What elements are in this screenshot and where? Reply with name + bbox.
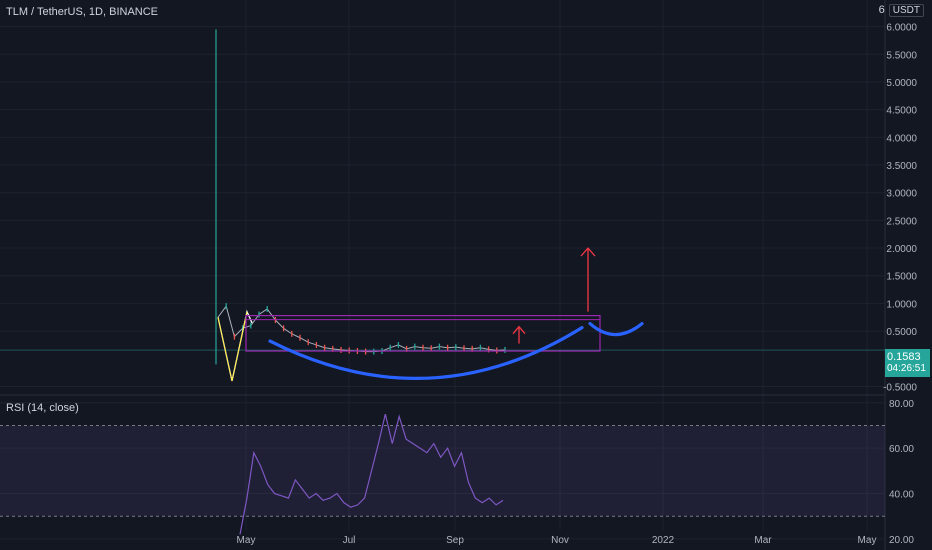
currency-count: 6 — [878, 4, 885, 16]
x-tick-label: Nov — [551, 535, 569, 546]
currency-selector[interactable]: 6 USDT — [879, 4, 924, 17]
zigzag-line — [217, 309, 253, 382]
y-tick-label: 6.0000 — [886, 23, 917, 34]
y-tick-label: 1.5000 — [886, 272, 917, 283]
y-tick-label: 5.5000 — [886, 50, 917, 61]
price-line — [217, 305, 506, 353]
y-tick-label: 4.5000 — [886, 106, 917, 117]
x-tick-label: May — [858, 535, 877, 546]
symbol-title: TLM / TetherUS, 1D, BINANCE — [6, 6, 159, 18]
y-tick-label: 80.00 — [889, 399, 914, 410]
zigzag-highlight — [217, 311, 248, 382]
bar-countdown: 04:26:51 — [887, 363, 926, 374]
x-tick-label: May — [237, 535, 256, 546]
y-tick-label: -0.5000 — [883, 382, 917, 393]
y-tick-label: 3.0000 — [886, 189, 917, 200]
last-price-value: 0.1583 — [887, 351, 921, 363]
last-price-tag: 0.1583 04:26:51 — [885, 349, 930, 377]
x-tick-label: Sep — [446, 535, 464, 546]
cup-curve — [268, 326, 584, 380]
y-tick-label: 2.0000 — [886, 244, 917, 255]
big-arrow-head — [580, 247, 596, 257]
currency-label: USDT — [888, 4, 924, 17]
x-tick-label: Jul — [343, 535, 356, 546]
x-tick-label: 2022 — [652, 535, 675, 546]
y-tick-label: 40.00 — [889, 490, 914, 501]
y-axis-main[interactable]: 6.0000 5.5000 5.0000 4.5000 4.0000 3.5000 3.00… — [883, 23, 917, 394]
rsi-legend[interactable]: RSI (14, close) — [6, 402, 79, 414]
rsi-title: RSI (14, close) — [6, 402, 79, 414]
annotation-group[interactable] — [245, 247, 644, 380]
x-axis[interactable]: May Jul Sep Nov 2022 Mar May — [237, 535, 877, 546]
y-tick-label: 4.0000 — [886, 133, 917, 144]
handle-curve — [588, 322, 644, 337]
y-tick-label: 60.00 — [889, 444, 914, 455]
grid — [0, 0, 885, 540]
symbol-legend[interactable]: TLM / TetherUS, 1D, BINANCE — [6, 6, 158, 18]
y-tick-label: 0.5000 — [886, 327, 917, 338]
y-tick-label: 3.5000 — [886, 161, 917, 172]
y-tick-label: 5.0000 — [886, 78, 917, 89]
x-tick-label: Mar — [754, 535, 772, 546]
small-arrow-head — [512, 325, 526, 335]
y-tick-label: 2.5000 — [886, 216, 917, 227]
y-tick-label: 1.0000 — [886, 299, 917, 310]
rsi-band — [0, 425, 885, 517]
rsi-series-group — [239, 414, 504, 535]
y-axis-rsi[interactable]: 80.00 60.00 40.00 20.00 — [889, 399, 914, 546]
rsi-line — [239, 414, 504, 535]
trading-range-rectangle — [245, 315, 601, 352]
y-tick-label: 20.00 — [889, 535, 914, 546]
